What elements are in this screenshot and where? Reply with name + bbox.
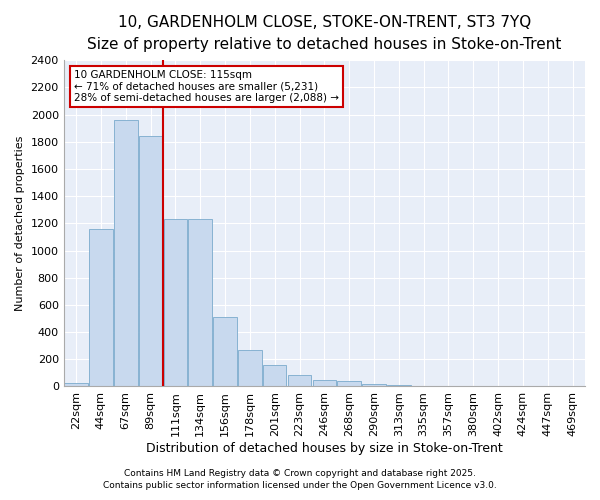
Bar <box>362 384 386 386</box>
Bar <box>238 350 262 387</box>
Bar <box>164 220 187 386</box>
Bar <box>188 220 212 386</box>
X-axis label: Distribution of detached houses by size in Stoke-on-Trent: Distribution of detached houses by size … <box>146 442 503 455</box>
Bar <box>139 136 163 386</box>
Y-axis label: Number of detached properties: Number of detached properties <box>15 136 25 311</box>
Text: Contains HM Land Registry data © Crown copyright and database right 2025.
Contai: Contains HM Land Registry data © Crown c… <box>103 468 497 490</box>
Bar <box>288 375 311 386</box>
Bar <box>64 383 88 386</box>
Bar <box>337 381 361 386</box>
Title: 10, GARDENHOLM CLOSE, STOKE-ON-TRENT, ST3 7YQ
Size of property relative to detac: 10, GARDENHOLM CLOSE, STOKE-ON-TRENT, ST… <box>87 15 562 52</box>
Bar <box>213 317 237 386</box>
Bar <box>263 366 286 386</box>
Bar <box>313 380 336 386</box>
Bar <box>114 120 137 386</box>
Bar <box>89 229 113 386</box>
Text: 10 GARDENHOLM CLOSE: 115sqm
← 71% of detached houses are smaller (5,231)
28% of : 10 GARDENHOLM CLOSE: 115sqm ← 71% of det… <box>74 70 339 103</box>
